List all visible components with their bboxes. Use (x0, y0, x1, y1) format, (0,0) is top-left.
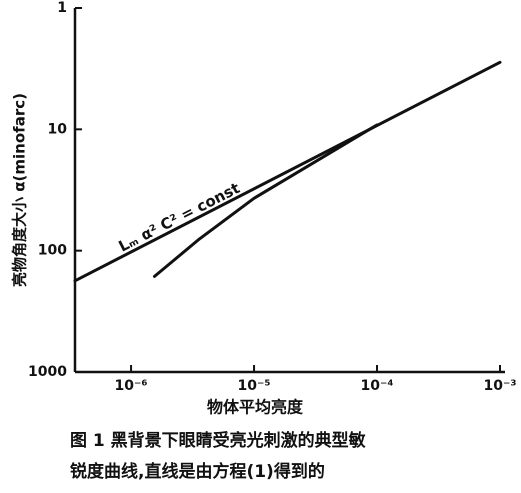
y-tick-label: 100 (38, 243, 67, 259)
annotation: Lₘ α² C² = const (116, 179, 243, 256)
data-line (73, 60, 502, 283)
x-tick-label: 10⁻⁵ (238, 378, 271, 394)
x-tick-label: 10⁻⁴ (361, 378, 394, 394)
y-tick-label: 10 (48, 121, 68, 137)
data-line (153, 123, 379, 278)
x-axis-label: 物体平均亮度 (207, 398, 304, 417)
y-axis-label: 亮物角度大小 α(minofarc) (11, 93, 29, 287)
x-tick-label: 10⁻³ (483, 378, 516, 394)
caption-line: 图 1 黑背景下眼睛受亮光刺激的典型敏 (70, 430, 366, 451)
y-tick-label: 1000 (28, 364, 67, 380)
caption-line: 锐度曲线,直线是由方程(1)得到的 (70, 461, 325, 482)
x-tick-label: 10⁻⁶ (115, 378, 148, 394)
y-tick-label: 1 (57, 0, 67, 16)
